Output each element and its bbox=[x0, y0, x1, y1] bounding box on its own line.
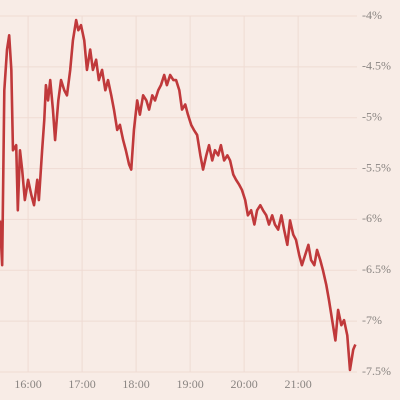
y-tick-label: -6.5% bbox=[362, 262, 391, 276]
x-tick-label: 18:00 bbox=[122, 377, 149, 391]
x-tick-label: 20:00 bbox=[230, 377, 257, 391]
x-tick-label: 17:00 bbox=[68, 377, 95, 391]
y-tick-label: -5% bbox=[362, 109, 382, 123]
y-tick-label: -4.5% bbox=[362, 59, 391, 73]
x-tick-label: 21:00 bbox=[284, 377, 311, 391]
y-tick-label: -4% bbox=[362, 8, 382, 22]
y-tick-label: -5.5% bbox=[362, 160, 391, 174]
x-tick-label: 19:00 bbox=[176, 377, 203, 391]
y-tick-label: -7% bbox=[362, 313, 382, 327]
y-tick-label: -6% bbox=[362, 211, 382, 225]
y-tick-label: -7.5% bbox=[362, 364, 391, 378]
line-series bbox=[0, 18, 357, 372]
x-tick-label: 16:00 bbox=[14, 377, 41, 391]
